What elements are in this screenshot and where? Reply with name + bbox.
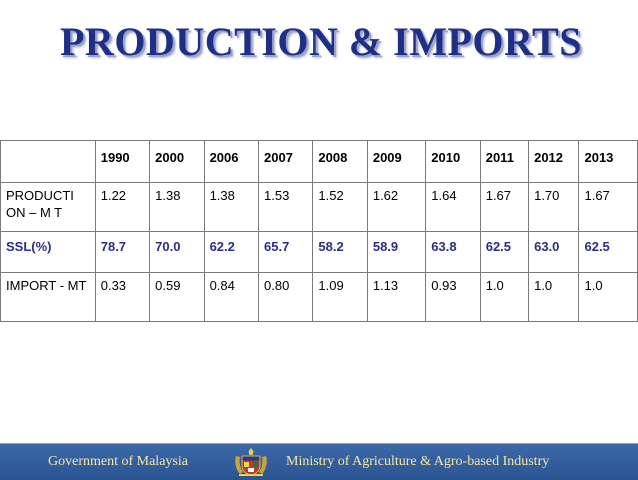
table-cell: 63.0 (528, 231, 580, 273)
table-cell: 1.67 (578, 182, 638, 232)
table-cell: 58.2 (312, 231, 368, 273)
table-cell: 1.0 (578, 272, 638, 322)
table-row-production: PRODUCTI ON – M T 1.22 1.38 1.38 1.53 1.… (0, 182, 638, 232)
table-cell: 1.52 (312, 182, 368, 232)
table-cell: 1.13 (366, 272, 427, 322)
row-label-production: PRODUCTI ON – M T (0, 182, 96, 232)
table-cell: 1.53 (257, 182, 314, 232)
slide-title: PRODUCTION & IMPORTS (60, 19, 582, 64)
header-year-cell: 2013 (578, 140, 638, 183)
footer-government-text: Government of Malaysia (48, 454, 188, 469)
table-cell: 1.38 (149, 182, 205, 232)
table-header-row: 1990 2000 2006 2007 2008 2009 2010 2011 … (0, 140, 638, 183)
header-year-cell: 2000 (149, 140, 205, 183)
table-cell: 0.80 (257, 272, 314, 322)
header-year-cell: 2012 (528, 140, 580, 183)
table-cell: 1.0 (479, 272, 530, 322)
malaysia-coat-of-arms-icon (235, 448, 267, 476)
header-year-cell: 2011 (479, 140, 530, 183)
table-cell: 1.62 (366, 182, 427, 232)
table-cell: 62.5 (578, 231, 638, 273)
table-cell: 0.93 (425, 272, 481, 322)
production-imports-table: 1990 2000 2006 2007 2008 2009 2010 2011 … (0, 140, 638, 322)
table-cell: 70.0 (149, 231, 205, 273)
table-cell: 0.84 (203, 272, 260, 322)
table-row-import: IMPORT - MT 0.33 0.59 0.84 0.80 1.09 1.1… (0, 272, 638, 322)
table-cell: 1.0 (528, 272, 580, 322)
table-cell: 63.8 (425, 231, 481, 273)
table-cell: 1.09 (312, 272, 368, 322)
header-corner-cell (0, 140, 96, 183)
table-cell: 1.38 (203, 182, 260, 232)
header-year-cell: 1990 (94, 140, 151, 183)
table-cell: 65.7 (257, 231, 314, 273)
table-cell: 1.70 (528, 182, 580, 232)
table-row-ssl: SSL(%) 78.7 70.0 62.2 65.7 58.2 58.9 63.… (0, 231, 638, 273)
header-year-cell: 2008 (312, 140, 368, 183)
table-cell: 58.9 (366, 231, 427, 273)
row-label-import: IMPORT - MT (0, 272, 96, 322)
row-label-ssl: SSL(%) (0, 231, 96, 273)
table-cell: 1.22 (94, 182, 151, 232)
footer-ministry-text: Ministry of Agriculture & Agro-based Ind… (286, 454, 550, 469)
table-cell: 0.59 (149, 272, 205, 322)
table-cell: 62.2 (203, 231, 260, 273)
table-cell: 78.7 (94, 231, 151, 273)
table-cell: 1.67 (479, 182, 530, 232)
table-cell: 0.33 (94, 272, 151, 322)
header-year-cell: 2007 (257, 140, 314, 183)
table-cell: 1.64 (425, 182, 481, 232)
header-year-cell: 2010 (425, 140, 481, 183)
table-cell: 62.5 (479, 231, 530, 273)
header-year-cell: 2009 (366, 140, 427, 183)
header-year-cell: 2006 (203, 140, 260, 183)
footer-bar: Government of Malaysia Ministry of Agric… (0, 443, 638, 480)
